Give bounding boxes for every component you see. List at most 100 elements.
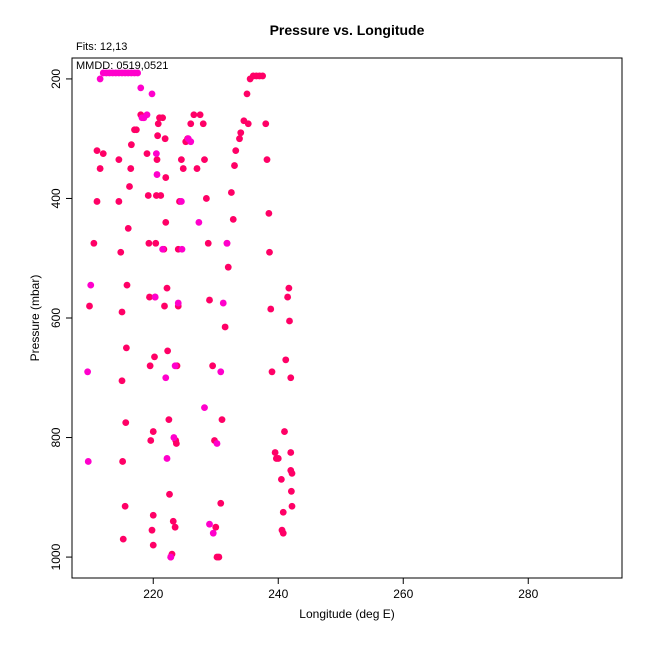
- data-point-series-1: [262, 120, 270, 128]
- data-point-series-1: [287, 487, 295, 495]
- data-point-series-1: [212, 523, 220, 531]
- x-axis: 220 240 260 280: [143, 578, 539, 601]
- data-point-series-1: [162, 174, 170, 181]
- data-point-series-2: [151, 293, 159, 301]
- data-point-series-1: [244, 120, 252, 128]
- data-point-series-1: [281, 428, 288, 435]
- data-point-series-1: [287, 449, 295, 456]
- data-point-series-1: [163, 284, 171, 292]
- data-point-series-1: [146, 362, 154, 370]
- data-point-series-1: [277, 475, 285, 483]
- data-point-series-2: [167, 553, 175, 561]
- x-tick-label: 220: [143, 587, 163, 601]
- data-point-series-1: [177, 156, 185, 164]
- data-point-series-1: [90, 239, 98, 247]
- data-point-series-1: [279, 508, 287, 516]
- data-point-series-2: [148, 90, 156, 98]
- data-point-series-2: [143, 111, 151, 119]
- data-point-series-1: [96, 165, 104, 172]
- data-point-series-1: [146, 293, 153, 301]
- data-point-series-1: [121, 502, 129, 510]
- data-point-series-2: [84, 368, 92, 376]
- data-point-series-1: [227, 189, 235, 196]
- data-point-series-2: [195, 218, 203, 226]
- data-point-series-2: [201, 404, 208, 412]
- data-point-series-1: [151, 353, 158, 361]
- data-point-series-1: [162, 218, 170, 226]
- data-point-series-2: [178, 245, 186, 253]
- fits-label: Fits: 12,13: [76, 41, 127, 53]
- data-point-series-1: [179, 165, 187, 172]
- data-point-series-1: [218, 416, 226, 424]
- data-point-series-1: [119, 458, 127, 465]
- data-point-series-1: [143, 150, 151, 158]
- data-point-series-1: [145, 239, 153, 247]
- x-tick-label: 280: [518, 587, 538, 601]
- data-point-series-1: [221, 323, 229, 331]
- data-point-series-1: [159, 114, 167, 122]
- data-point-series-1: [229, 215, 237, 223]
- data-point-series-1: [123, 281, 131, 289]
- data-point-series-2: [96, 75, 104, 83]
- data-point-series-1: [169, 517, 177, 525]
- data-point-series-1: [190, 111, 198, 119]
- data-point-series-1: [99, 150, 107, 158]
- data-point-series-2: [213, 440, 221, 447]
- data-point-series-1: [267, 305, 275, 313]
- data-point-series-1: [127, 165, 135, 172]
- data-point-series-1: [126, 183, 133, 190]
- data-point-series-1: [199, 120, 207, 128]
- data-point-series-1: [237, 129, 245, 137]
- data-point-series-1: [193, 165, 201, 172]
- data-point-series-2: [163, 455, 171, 462]
- data-point-series-2: [177, 198, 185, 205]
- data-point-series-1: [161, 302, 168, 310]
- data-point-series-1: [118, 377, 126, 385]
- data-point-series-2: [159, 245, 167, 253]
- mmdd-label: MMDD: 0519,0521: [76, 60, 168, 72]
- data-point-series-1: [165, 416, 173, 424]
- data-point-series-1: [263, 156, 271, 164]
- data-point-series-1: [148, 526, 156, 534]
- y-axis: 200 400 600 800 1000: [49, 69, 72, 570]
- data-point-series-1: [144, 192, 152, 199]
- data-point-series-1: [153, 156, 161, 164]
- y-tick-label: 200: [49, 69, 63, 89]
- data-point-series-2: [84, 458, 92, 465]
- data-point-series-2: [137, 84, 145, 92]
- data-point-series-1: [147, 437, 155, 444]
- data-point-series-1: [232, 147, 240, 155]
- y-axis-label: Pressure (mbar): [28, 275, 42, 362]
- data-point-series-2: [209, 529, 217, 537]
- y-tick-label: 1000: [49, 543, 63, 570]
- data-point-series-1: [152, 239, 160, 247]
- data-point-series-1: [286, 317, 293, 325]
- data-point-series-1: [236, 135, 243, 143]
- data-point-series-2: [187, 138, 195, 146]
- data-point-series-2: [162, 374, 170, 382]
- data-point-series-1: [204, 239, 212, 247]
- data-point-series-2: [87, 281, 95, 289]
- data-point-series-1: [127, 141, 135, 149]
- data-point-series-1: [172, 440, 180, 447]
- x-tick-label: 260: [393, 587, 413, 601]
- data-point-series-1: [149, 428, 157, 435]
- data-point-series-1: [196, 111, 204, 119]
- chart-title: Pressure vs. Longitude: [270, 22, 425, 38]
- data-point-series-1: [124, 224, 132, 232]
- data-point-series-1: [202, 195, 210, 202]
- data-point-series-1: [282, 356, 290, 364]
- data-point-series-2: [134, 69, 142, 77]
- data-point-series-1: [122, 419, 130, 426]
- data-point-series-2: [217, 368, 225, 376]
- data-point-series-1: [201, 156, 208, 164]
- data-point-series-1: [157, 192, 165, 199]
- data-point-series-2: [223, 239, 231, 247]
- data-point-series-1: [271, 449, 279, 456]
- data-point-series-1: [209, 362, 217, 370]
- y-tick-label: 800: [49, 427, 63, 447]
- data-point-series-1: [93, 198, 101, 205]
- data-point-series-1: [217, 499, 225, 507]
- data-point-series-1: [119, 535, 127, 543]
